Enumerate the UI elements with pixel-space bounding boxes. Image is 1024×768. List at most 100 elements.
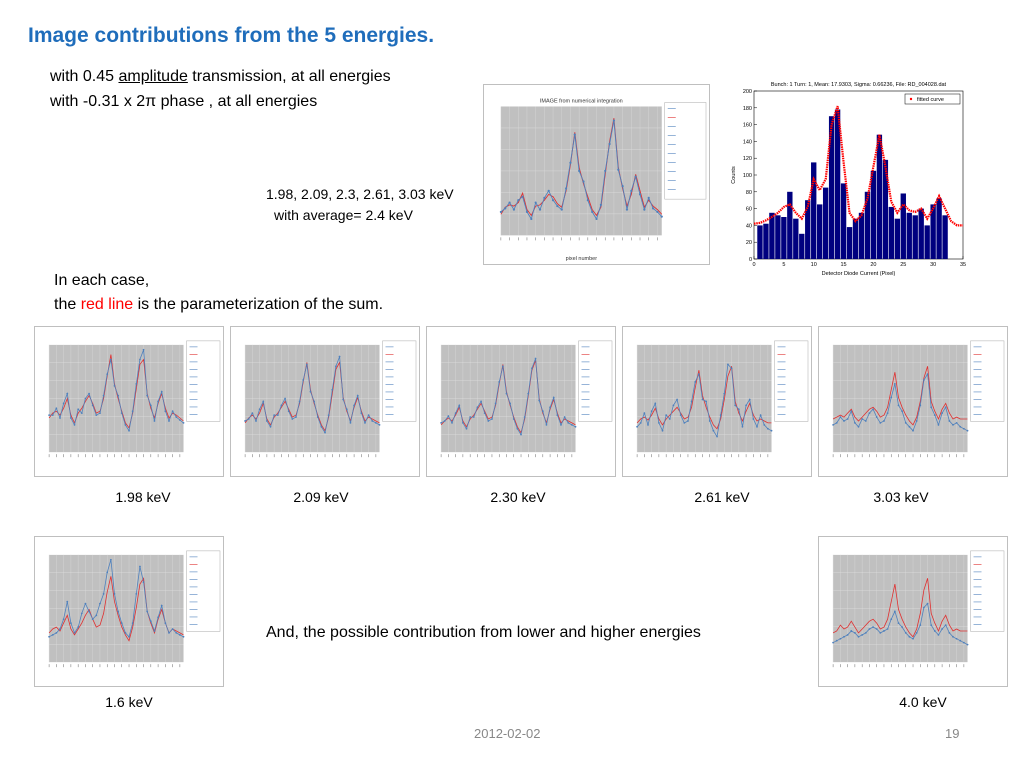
data-point	[512, 208, 516, 211]
data-point	[469, 416, 472, 418]
data-point	[893, 382, 896, 385]
data-point	[839, 416, 842, 418]
detector-histogram-svg: Bunch: 1 Turn: 1, Mean: 17.9303, Sigma: …	[731, 82, 966, 277]
y-tick-label: 40	[746, 223, 752, 229]
data-point	[295, 416, 297, 418]
data-point	[367, 414, 370, 416]
data-point	[560, 423, 562, 426]
histogram-bar	[811, 162, 817, 259]
legend-box	[186, 340, 221, 422]
data-point	[955, 422, 958, 424]
data-point	[291, 418, 294, 420]
data-point	[643, 208, 646, 211]
data-point	[472, 416, 475, 418]
data-point	[305, 363, 308, 366]
data-point	[164, 622, 167, 625]
data-point	[734, 404, 737, 407]
data-point	[331, 388, 334, 391]
data-point	[857, 425, 860, 428]
data-point	[55, 407, 58, 410]
data-point	[549, 406, 551, 409]
data-point	[88, 610, 90, 613]
data-point	[737, 408, 740, 411]
data-point	[668, 418, 671, 420]
data-point	[465, 427, 468, 430]
data-point	[941, 628, 943, 630]
data-point	[923, 379, 925, 381]
data-point	[850, 410, 853, 413]
data-point	[521, 195, 524, 198]
data-point	[832, 423, 834, 426]
chart-198-svg	[35, 327, 223, 476]
data-point	[630, 189, 633, 192]
data-line	[244, 356, 380, 434]
histogram-bar	[852, 218, 859, 259]
chart-209-svg	[231, 327, 419, 476]
data-point	[569, 161, 572, 164]
data-point	[531, 367, 533, 370]
data-point	[508, 201, 511, 204]
data-line	[48, 559, 184, 638]
data-point	[647, 196, 650, 199]
y-tick-label: 20	[746, 240, 752, 246]
histogram-bar	[775, 215, 781, 259]
data-point	[99, 602, 101, 605]
data-point	[770, 429, 773, 432]
data-point	[864, 632, 867, 634]
data-point	[520, 433, 522, 436]
data-point	[552, 396, 555, 399]
data-point	[157, 400, 159, 403]
data-point	[912, 637, 914, 640]
data-point	[338, 355, 341, 358]
chart-160	[34, 536, 224, 687]
data-point	[835, 422, 838, 424]
data-point	[149, 620, 152, 623]
histogram-bar	[834, 109, 841, 259]
data-point	[930, 406, 933, 409]
data-point	[638, 193, 642, 196]
data-point	[142, 581, 145, 584]
data-point	[701, 398, 704, 401]
data-point	[661, 429, 664, 432]
histogram-bar	[930, 204, 936, 259]
data-point	[480, 400, 482, 403]
data-point	[857, 635, 860, 638]
x-tick-label: 35	[960, 262, 966, 268]
data-point	[160, 604, 163, 607]
histogram-bar	[793, 218, 799, 259]
data-point	[705, 400, 708, 403]
data-point	[563, 416, 566, 418]
data-point	[62, 402, 65, 405]
data-point	[604, 169, 607, 173]
data-point	[77, 408, 80, 411]
data-point	[316, 416, 319, 418]
data-point	[461, 422, 464, 424]
footer-date: 2012-02-02	[474, 726, 541, 741]
data-point	[719, 414, 722, 416]
data-point	[879, 632, 882, 634]
data-point	[864, 420, 867, 422]
data-point	[374, 422, 377, 424]
data-point	[324, 431, 326, 434]
y-tick-label: 0	[749, 257, 752, 263]
data-point	[621, 185, 624, 188]
data-point	[356, 394, 359, 397]
data-point	[175, 416, 178, 418]
data-point	[353, 404, 355, 407]
data-point	[269, 425, 272, 428]
page-title: Image contributions from the 5 energies.	[28, 24, 435, 47]
data-point	[930, 624, 933, 626]
histogram-bar	[757, 225, 763, 259]
data-point	[564, 187, 568, 190]
legend-label: fitted curve	[917, 97, 944, 103]
y-tick-label: 80	[746, 190, 752, 196]
data-point	[51, 633, 54, 636]
data-point	[959, 639, 962, 642]
data-point	[545, 423, 548, 426]
histogram-bar	[787, 191, 793, 259]
data-point	[926, 373, 929, 376]
data-point	[451, 422, 453, 424]
data-point	[944, 406, 947, 409]
data-point	[937, 423, 940, 426]
data-point	[712, 429, 715, 432]
